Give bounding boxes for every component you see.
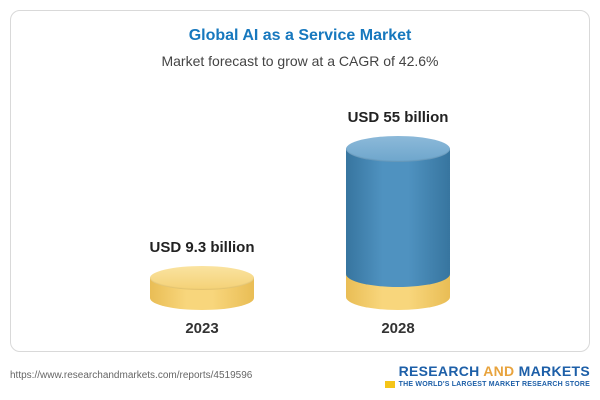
bar-column-2023: USD 9.3 billion 2023 xyxy=(132,239,272,337)
bar-2028-top-ellipse xyxy=(346,136,450,162)
bar-value-label-2028: USD 55 billion xyxy=(347,109,449,126)
chart-plot-area: USD 9.3 billion 2023 USD 55 billion 2028 xyxy=(132,83,468,351)
bar-2023-cylinder xyxy=(150,266,254,310)
chart-title: Global AI as a Service Market xyxy=(188,27,412,44)
bar-value-label-2023: USD 9.3 billion xyxy=(149,239,255,256)
logo-tagline: THE WORLD'S LARGEST MARKET RESEARCH STOR… xyxy=(398,380,590,388)
footer: https://www.researchandmarkets.com/repor… xyxy=(10,356,590,394)
chart-card: Global AI as a Service Market Market for… xyxy=(10,10,590,352)
bar-2028-body-blue xyxy=(346,149,450,287)
chart-subtitle: Market forecast to grow at a CAGR of 42.… xyxy=(161,53,439,69)
logo-yellow-flag-icon xyxy=(384,380,395,388)
report-url-link[interactable]: https://www.researchandmarkets.com/repor… xyxy=(10,369,253,381)
bar-2028-cylinder xyxy=(346,136,450,310)
logo-word-research: RESEARCH xyxy=(398,362,480,379)
bar-column-2028: USD 55 billion 2028 xyxy=(328,109,468,337)
bar-2023-top-ellipse xyxy=(150,266,254,290)
research-and-markets-logo[interactable]: RESEARCH AND MARKETS THE WORLD'S LARGEST… xyxy=(384,363,590,388)
logo-word-and: AND xyxy=(483,362,515,379)
bar-category-label-2023: 2023 xyxy=(185,320,219,337)
logo-word-markets: MARKETS xyxy=(518,362,590,379)
logo-tagline-row: THE WORLD'S LARGEST MARKET RESEARCH STOR… xyxy=(384,380,590,388)
bar-category-label-2028: 2028 xyxy=(381,320,415,337)
logo-wordmark: RESEARCH AND MARKETS xyxy=(399,363,590,379)
